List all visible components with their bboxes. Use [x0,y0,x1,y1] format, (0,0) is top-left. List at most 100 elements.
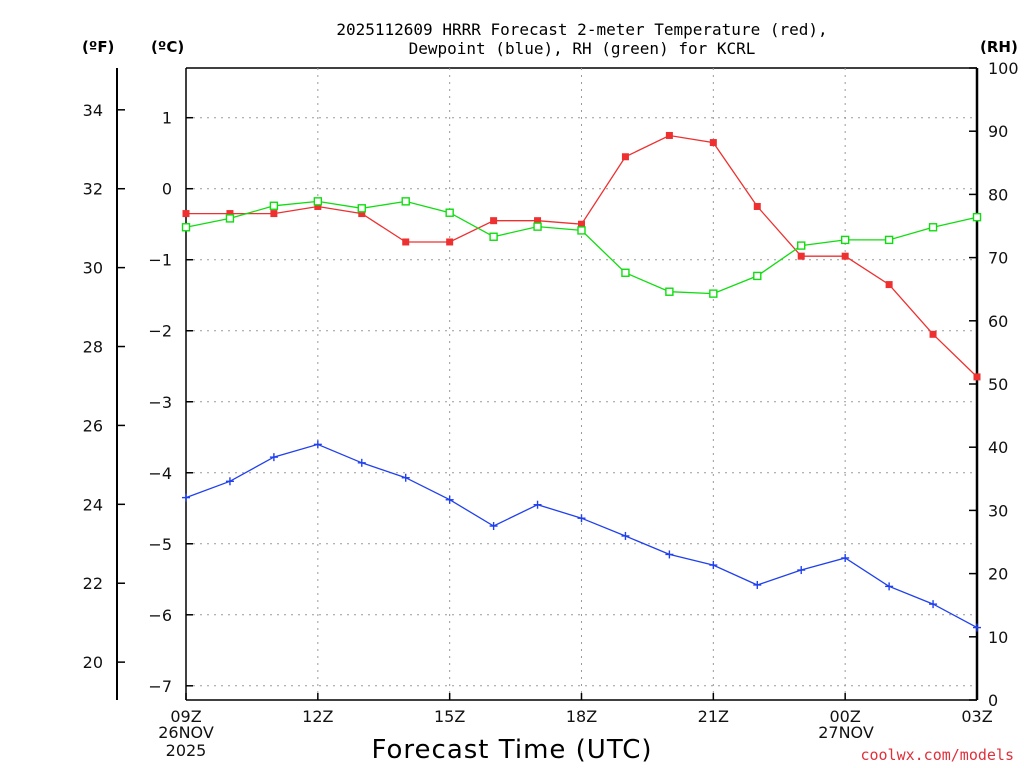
rh-point [709,289,718,298]
dewpoint-point [797,566,806,575]
rh-point [840,235,850,245]
rh-point [972,212,982,222]
rh-point [489,232,498,241]
2-meter-temperature-point [270,210,278,218]
rh-unit-label: (RH) [980,38,1018,56]
celsius-tick-label: −4 [148,464,172,483]
rh-point [269,201,279,210]
2-meter-temperature-point [534,217,542,225]
dewpoint-point [709,561,718,570]
rh-tick-label: 0 [988,691,998,710]
x-axis-title: Forecast Time (UTC) [371,735,652,765]
dewpoint-point [401,473,410,482]
time-tick-label: 18Z [566,707,597,726]
time-tick-label: 15Z [434,707,465,726]
rh-tick-label: 10 [988,628,1008,647]
celsius-tick-label: 1 [162,109,172,128]
2-meter-temperature-point [358,210,366,218]
dewpoint-point [357,458,366,467]
dewpoint-point [577,514,586,523]
dewpoint-point [973,623,981,632]
fahrenheit-tick-label: 32 [83,180,103,199]
celsius-tick-label: 0 [162,180,172,199]
time-tick-label: 21Z [698,707,729,726]
rh-tick-label: 90 [988,122,1008,141]
fahrenheit-unit-label: (ºF) [82,38,114,56]
rh-tick-label: 30 [988,501,1008,520]
dewpoint-point [621,531,630,540]
celsius-tick-label: −2 [148,322,172,341]
celsius-tick-label: −5 [148,535,172,554]
fahrenheit-tick-label: 28 [83,338,103,357]
rh-point [621,268,630,277]
fahrenheit-tick-label: 26 [83,416,103,435]
dewpoint-point [841,553,850,562]
fahrenheit-tick-label: 22 [83,574,103,593]
rh-point [401,197,410,206]
dewpoint-point [182,493,190,502]
2-meter-temperature-point [885,281,893,289]
2-meter-temperature-series-line [186,134,978,378]
dewpoint-point [445,495,454,504]
rh-tick-label: 20 [988,565,1008,584]
chart-title-line-2: Dewpoint (blue), RH (green) for KCRL [409,39,756,58]
2-meter-temperature-point [973,373,981,381]
fahrenheit-tick-label: 34 [83,101,103,120]
grid-layer [186,68,977,700]
dewpoint-point [929,600,938,609]
rh-point [181,223,191,232]
2-meter-temperature-point [709,139,717,147]
2-meter-temperature-point [182,210,190,218]
time-tick-label: 00Z [830,707,861,726]
rh-tick-label: 100 [988,59,1019,78]
rh-point [357,204,366,213]
rh-point [753,271,762,281]
rh-point [445,208,454,217]
2-meter-temperature-point [490,217,498,225]
dewpoint-point [269,453,278,462]
rh-point [928,223,938,232]
dewpoint-point [533,500,542,509]
fahrenheit-tick-label: 20 [83,653,103,672]
x-date-start-year: 2025 [166,741,207,760]
2-meter-temperature-point [226,210,234,218]
2-meter-temperature-point [841,252,849,260]
chart-title-line-1: 2025112609 HRRR Forecast 2-meter Tempera… [336,20,827,39]
time-tick-label: 09Z [170,707,201,726]
rh-point [225,214,235,223]
rh-point [313,197,323,206]
2-meter-temperature-point [446,238,454,246]
celsius-tick-label: −6 [148,606,172,625]
2-meter-temperature-point [402,238,410,246]
rh-tick-label: 50 [988,375,1008,394]
rh-point [665,287,674,296]
dewpoint-point [313,440,322,449]
dewpoint-point [885,582,894,591]
time-tick-label: 12Z [302,707,333,726]
rh-tick-label: 70 [988,249,1008,268]
dewpoint-point [489,522,498,531]
dewpoint-point [225,477,234,486]
dewpoint-point [753,580,762,589]
rh-point [884,235,894,245]
rh-point [577,226,586,235]
credit-text: coolwx.com/models [860,746,1014,764]
rh-tick-label: 60 [988,312,1008,331]
celsius-tick-label: −7 [148,677,172,696]
fahrenheit-tick-label: 30 [83,259,103,278]
2-meter-temperature-point [621,153,629,161]
dewpoint-point [665,550,674,559]
time-tick-label: 03Z [961,707,992,726]
tick-layer: −7 −6 −5 −4 −3 −2 −1 0 1 20 22 24 26 28 30 32 34 0 10 20 30 4… [83,59,1019,726]
2-meter-temperature-point [797,252,805,260]
x-date-mid-day: 27NOV [818,723,874,742]
rh-point [533,222,542,231]
celsius-tick-label: −1 [148,251,172,270]
rh-tick-label: 80 [988,185,1008,204]
2-meter-temperature-point [753,202,761,210]
celsius-tick-label: −3 [148,393,172,412]
rh-tick-label: 40 [988,438,1008,457]
2-meter-temperature-point [578,220,585,228]
rh-point [797,241,806,250]
